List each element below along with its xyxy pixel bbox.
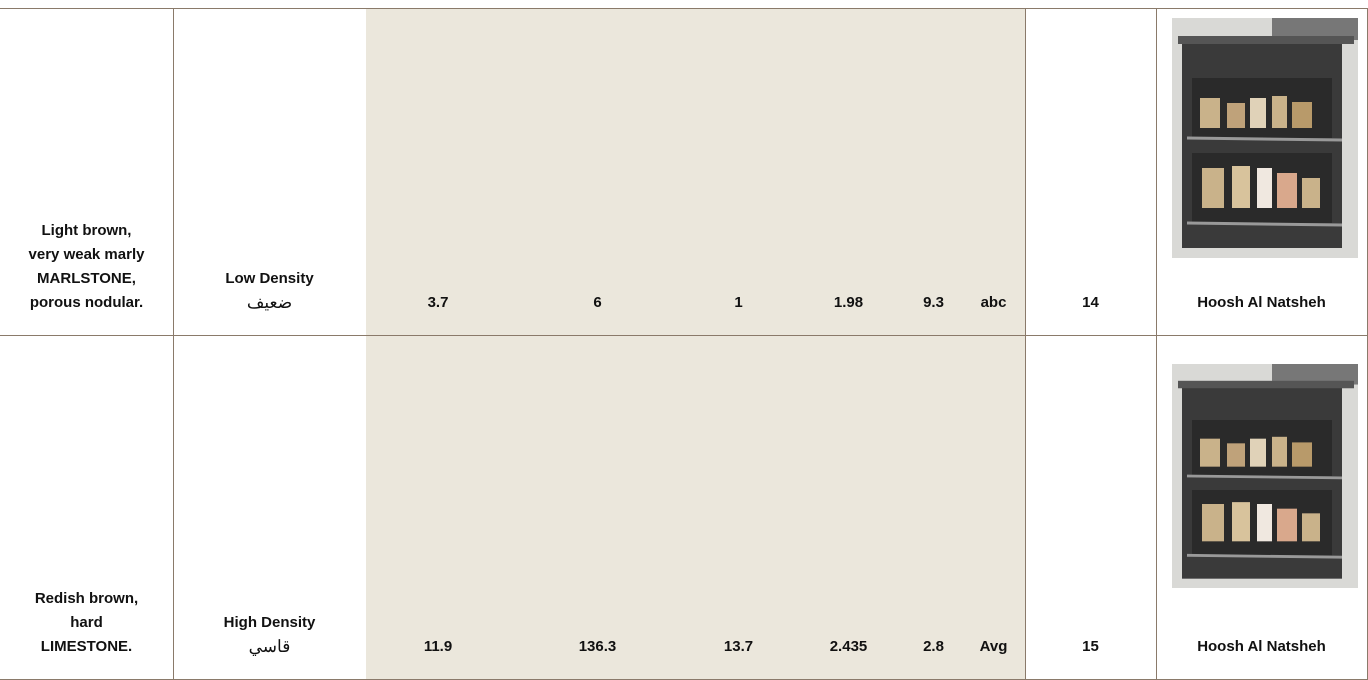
value: 2.435 [830, 635, 868, 659]
photo [1172, 18, 1358, 258]
description: Light brown, very weak marly MARLSTONE, … [25, 219, 148, 315]
cell: 1.98 [792, 9, 906, 336]
value: 136.3 [579, 635, 617, 659]
value: Avg [980, 635, 1008, 659]
cell: 9.3 [905, 9, 963, 336]
value: 3.7 [428, 291, 449, 315]
location: Hoosh Al Natsheh [1197, 635, 1326, 659]
cell: 15 [1025, 336, 1157, 680]
cell: 14 [1025, 9, 1157, 336]
density-arabic: قاسي [249, 635, 291, 659]
value: 14 [1082, 291, 1099, 315]
cell: 3.7 [366, 9, 511, 336]
value: 15 [1082, 635, 1099, 659]
location: Hoosh Al Natsheh [1197, 291, 1326, 315]
photo [1172, 364, 1358, 588]
value: 1.98 [834, 291, 863, 315]
cell: 11.9 [366, 336, 511, 680]
cell: abc [962, 9, 1026, 336]
value: abc [981, 291, 1007, 315]
value: 1 [734, 291, 742, 315]
value: 6 [593, 291, 601, 315]
density: High Density [224, 611, 316, 635]
value: 9.3 [923, 291, 944, 315]
cell: Avg [962, 336, 1026, 680]
cell: 1 [685, 9, 793, 336]
description: Redish brown, hard LIMESTONE. [25, 587, 148, 659]
density-arabic: ضعيف [247, 291, 292, 315]
cell: 2.8 [905, 336, 963, 680]
cell: 13.7 [685, 336, 793, 680]
cell: 6 [510, 9, 686, 336]
value: 13.7 [724, 635, 753, 659]
value: 2.8 [923, 635, 944, 659]
cell: Redish brown, hard LIMESTONE. [0, 336, 174, 680]
table: Light brown, very weak marly MARLSTONE, … [0, 0, 1368, 674]
cell: 136.3 [510, 336, 686, 680]
value: 11.9 [424, 635, 452, 659]
cell: 2.435 [792, 336, 906, 680]
density: Low Density [225, 267, 313, 291]
cell: Light brown, very weak marly MARLSTONE, … [0, 9, 174, 336]
